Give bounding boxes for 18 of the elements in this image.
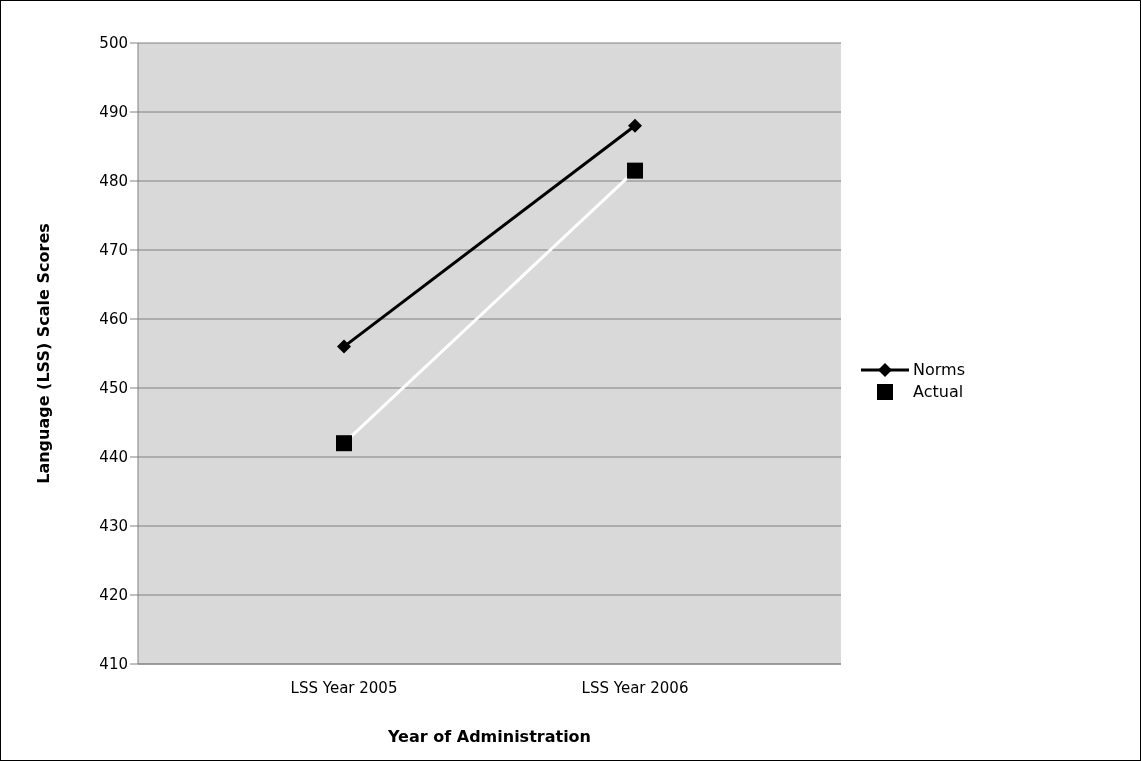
point [337, 339, 351, 354]
y-tick-label: 430 [99, 517, 128, 536]
y-tick-label: 410 [99, 655, 128, 674]
y-tick-label: 470 [99, 241, 128, 260]
x-tick-label: LSS Year 2005 [290, 678, 398, 697]
x-tick-label: LSS Year 2006 [581, 678, 689, 697]
y-tick-label: 450 [99, 379, 128, 398]
legend-label: Actual [913, 382, 964, 401]
x-axis-title: Year of Administration [387, 727, 592, 746]
y-tick-label: 460 [99, 310, 128, 329]
y-tick-label: 440 [99, 448, 128, 467]
legend-label: Norms [913, 360, 965, 379]
point [628, 118, 643, 133]
y-tick-label: 420 [99, 586, 128, 605]
y-tick-label: 500 [99, 34, 128, 53]
y-axis-title: Language (LSS) Scale Scores [33, 223, 53, 484]
y-tick-label: 480 [99, 172, 128, 191]
y-tick-label: 490 [99, 103, 128, 122]
